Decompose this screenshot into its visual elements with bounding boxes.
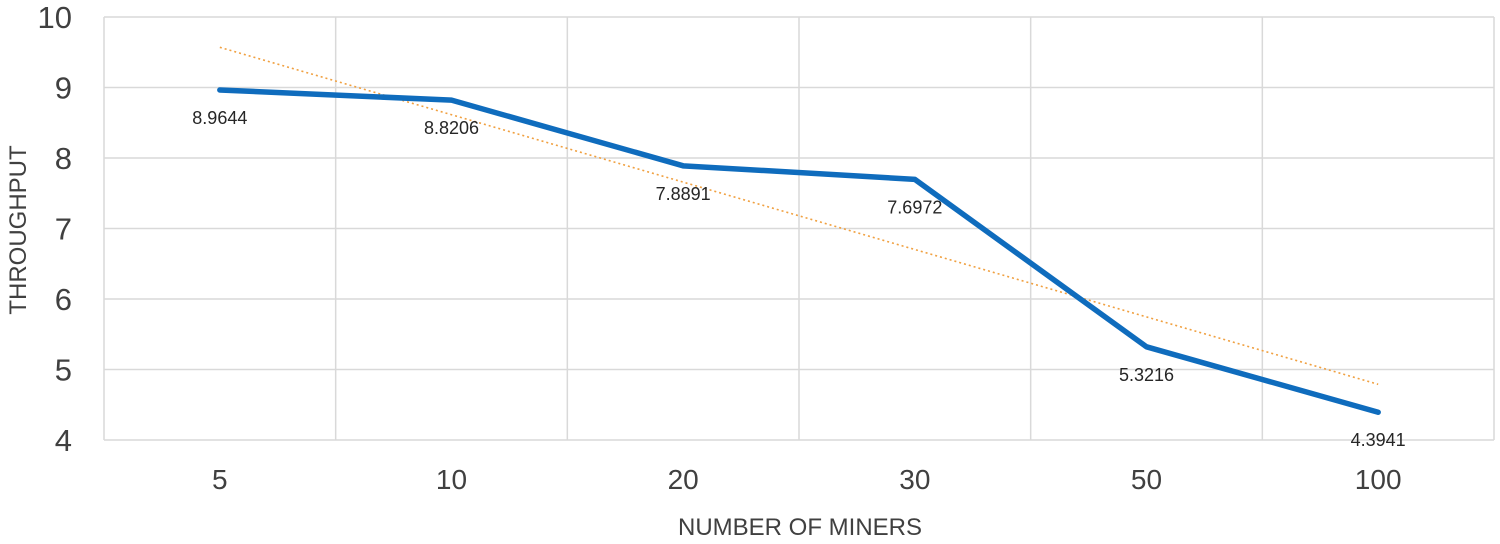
x-tick-label: 100	[1355, 464, 1402, 495]
x-tick-label: 5	[212, 464, 228, 495]
x-tick-label: 20	[668, 464, 699, 495]
y-tick-label: 7	[55, 212, 72, 247]
data-label: 5.3216	[1119, 365, 1174, 385]
data-label: 8.8206	[424, 118, 479, 138]
y-axis-title: THROUGHPUT	[5, 145, 32, 315]
data-label: 8.9644	[192, 108, 247, 128]
y-tick-label: 8	[55, 141, 72, 176]
y-tick-label: 6	[55, 282, 72, 317]
x-tick-layer: 5 10 20 30 50 100	[212, 464, 1401, 495]
x-tick-label: 50	[1131, 464, 1162, 495]
x-tick-label: 30	[899, 464, 930, 495]
data-label: 7.6972	[887, 197, 942, 217]
y-tick-label: 9	[55, 71, 72, 106]
x-axis-title: NUMBER OF MINERS	[678, 514, 922, 539]
data-label: 4.3941	[1351, 430, 1406, 450]
grid-layer	[104, 17, 1494, 440]
y-tick-label: 10	[38, 0, 72, 35]
data-label: 7.8891	[656, 184, 711, 204]
x-tick-label: 10	[436, 464, 467, 495]
y-tick-layer: 4 5 6 7 8 9 10	[38, 0, 72, 458]
y-tick-label: 5	[55, 353, 72, 388]
y-tick-label: 4	[55, 423, 72, 458]
